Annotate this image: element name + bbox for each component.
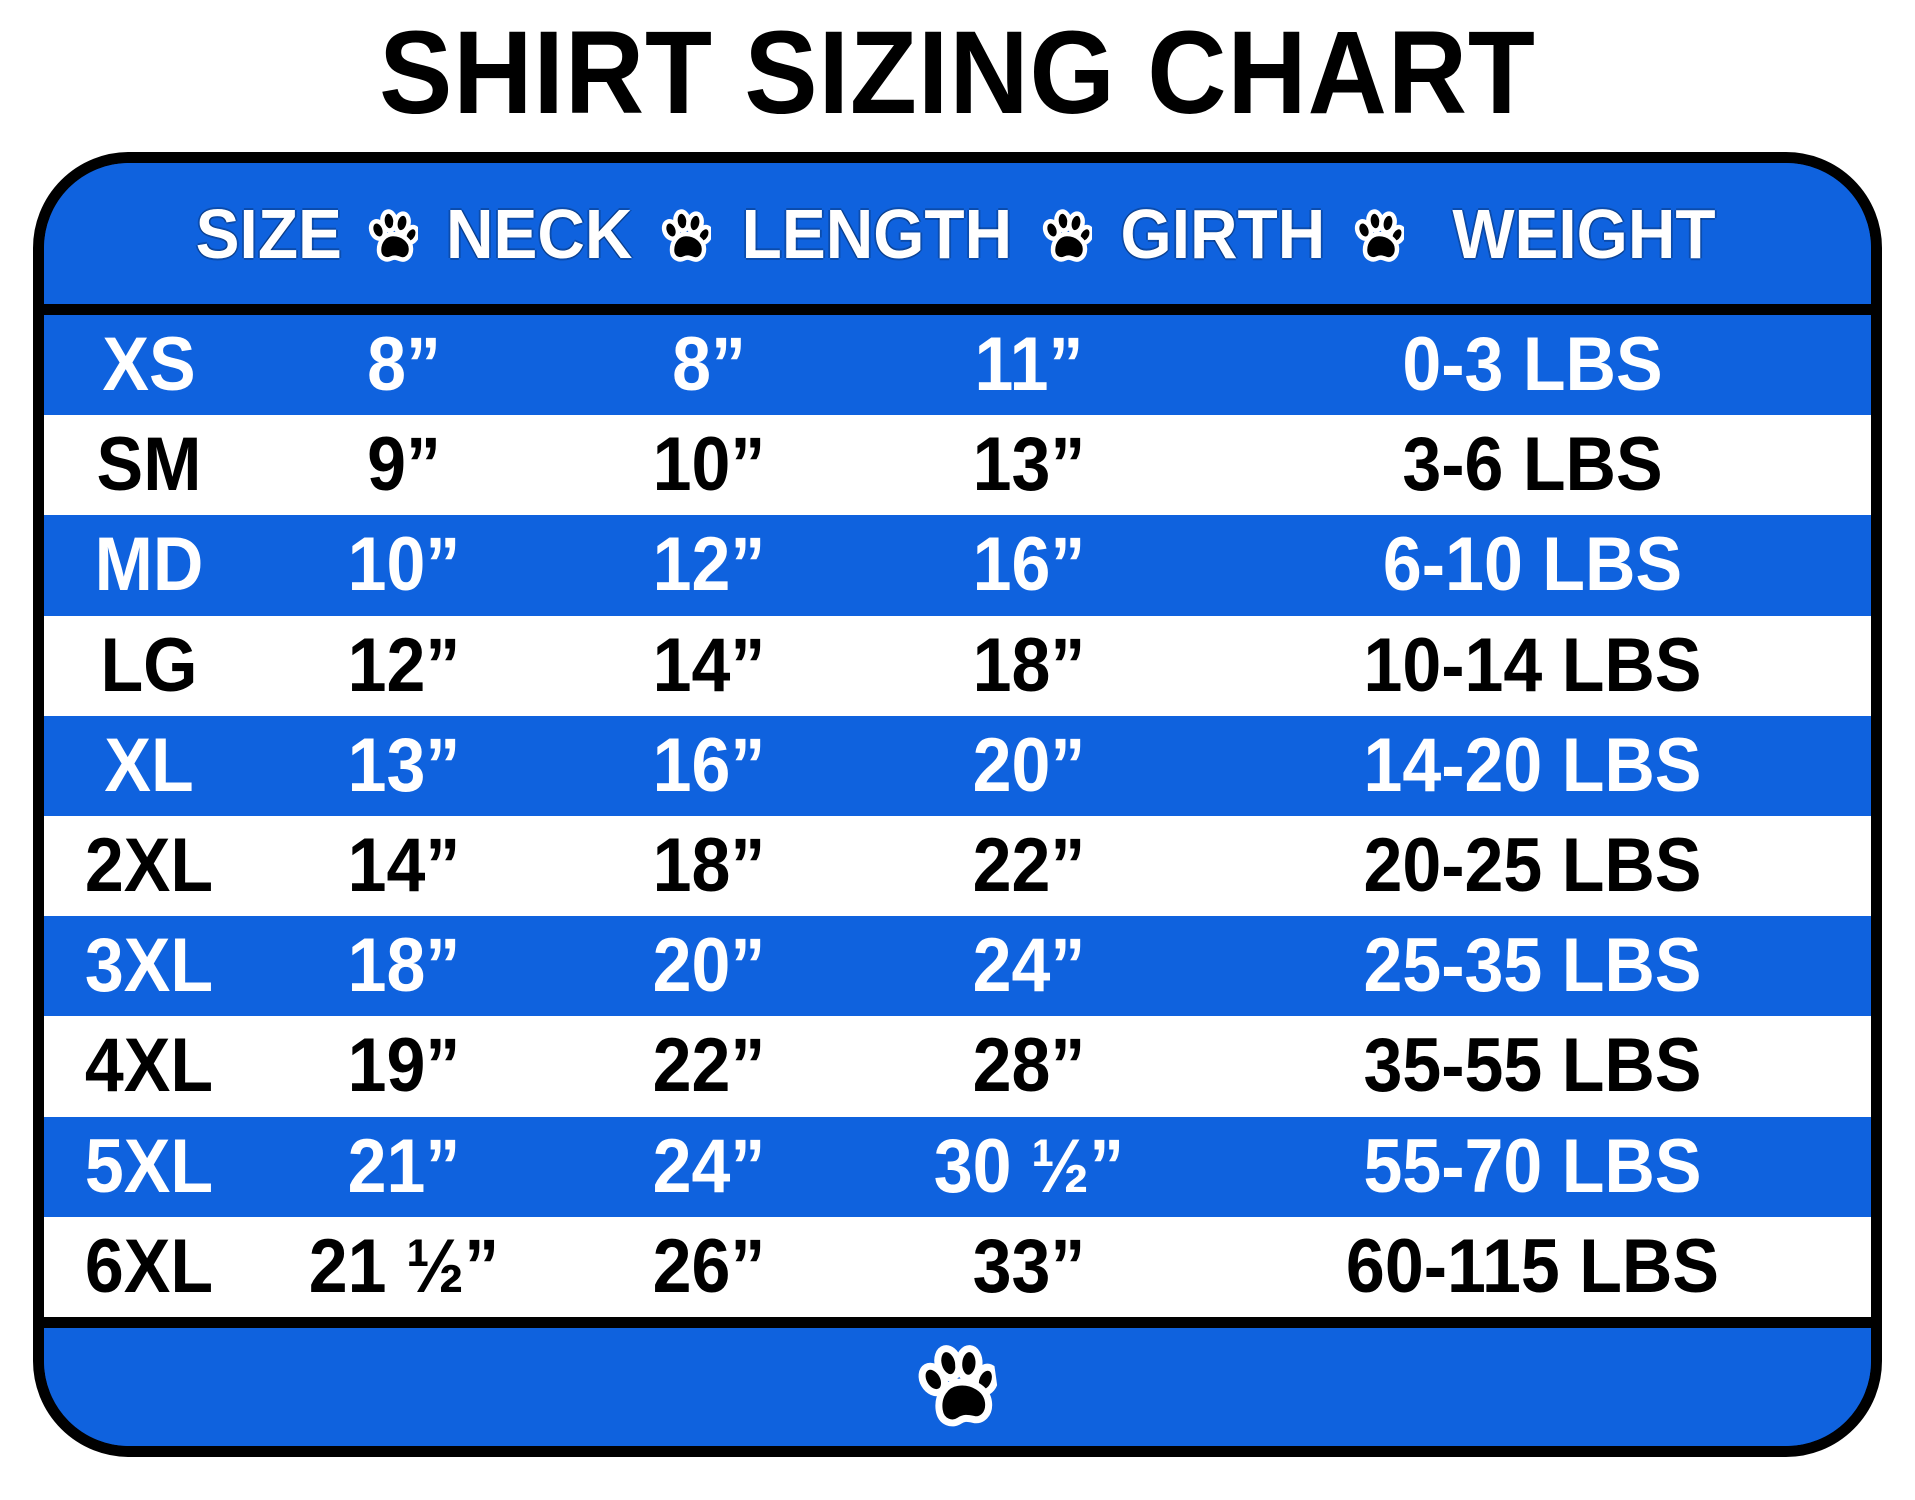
cell-size: MD <box>94 522 204 608</box>
cell-size: XS <box>102 322 196 408</box>
cell-girth: 30 ½” <box>933 1123 1125 1209</box>
cell-length: 16” <box>652 722 766 808</box>
cell-size: 5XL <box>84 1123 214 1209</box>
cell-girth: 11” <box>974 322 1084 408</box>
cell-size: 2XL <box>84 823 214 909</box>
table-row: 6XL 21 ½” 26” 33” 60-115 LBS <box>44 1216 1871 1317</box>
cell-neck: 21 ½” <box>308 1223 500 1309</box>
cell-neck: 18” <box>347 923 461 1009</box>
table-row: 3XL 18” 20” 24” 25-35 LBS <box>44 916 1871 1017</box>
table-row: XL 13” 16” 20” 14-20 LBS <box>44 715 1871 816</box>
cell-length: 10” <box>652 422 766 508</box>
cell-girth: 13” <box>972 422 1086 508</box>
paw-print-icon <box>661 208 711 265</box>
paw-print-icon <box>913 1337 1003 1437</box>
cell-girth: 20” <box>972 722 1086 808</box>
page-title: SHIRT SIZING CHART <box>379 7 1536 139</box>
cell-girth: 33” <box>972 1223 1086 1309</box>
cell-length: 26” <box>652 1223 766 1309</box>
cell-weight: 14-20 LBS <box>1363 722 1702 808</box>
cell-size: SM <box>96 422 202 508</box>
cell-length: 8” <box>672 322 746 408</box>
cell-size: 6XL <box>84 1223 214 1309</box>
sizing-chart-card: SIZE NECK <box>33 152 1882 1457</box>
cell-girth: 22” <box>972 823 1086 909</box>
cell-neck: 14” <box>347 823 461 909</box>
cell-neck: 9” <box>367 422 441 508</box>
column-header-neck: NECK <box>446 194 633 273</box>
cell-weight: 35-55 LBS <box>1363 1023 1702 1109</box>
cell-girth: 24” <box>972 923 1086 1009</box>
cell-weight: 20-25 LBS <box>1363 823 1702 909</box>
cell-neck: 13” <box>347 722 461 808</box>
cell-weight: 55-70 LBS <box>1363 1123 1702 1209</box>
cell-neck: 12” <box>347 622 461 708</box>
cell-size: XL <box>104 722 194 808</box>
paw-print-icon <box>368 208 419 265</box>
cell-weight: 0-3 LBS <box>1402 322 1663 408</box>
cell-girth: 16” <box>972 522 1086 608</box>
column-header-length: LENGTH <box>741 194 1012 273</box>
cell-size: 3XL <box>84 923 214 1009</box>
table-row: LG 12” 14” 18” 10-14 LBS <box>44 615 1871 716</box>
paw-print-icon <box>1354 208 1405 265</box>
table-row: 4XL 19” 22” 28” 35-55 LBS <box>44 1016 1871 1117</box>
cell-neck: 8” <box>367 322 441 408</box>
cell-neck: 10” <box>347 522 461 608</box>
cell-girth: 18” <box>972 622 1086 708</box>
cell-weight: 25-35 LBS <box>1363 923 1702 1009</box>
column-header-girth: GIRTH <box>1121 194 1326 273</box>
table-row: XS 8” 8” 11” 0-3 LBS <box>44 315 1871 416</box>
cell-weight: 10-14 LBS <box>1363 622 1702 708</box>
cell-length: 18” <box>652 823 766 909</box>
paw-print-icon <box>1042 208 1093 265</box>
cell-length: 12” <box>652 522 766 608</box>
cell-size: 4XL <box>84 1023 214 1109</box>
cell-length: 14” <box>652 622 766 708</box>
cell-length: 22” <box>652 1023 766 1109</box>
cell-weight: 3-6 LBS <box>1402 422 1663 508</box>
table-row: 2XL 14” 18” 22” 20-25 LBS <box>44 815 1871 917</box>
cell-weight: 60-115 LBS <box>1345 1223 1720 1309</box>
cell-size: LG <box>100 622 198 708</box>
cell-neck: 21” <box>347 1123 461 1209</box>
cell-weight: 6-10 LBS <box>1382 522 1683 608</box>
table-body: XS 8” 8” 11” 0-3 LBS SM 9” 10” 13” 3-6 L… <box>44 315 1871 1317</box>
cell-length: 24” <box>652 1123 766 1209</box>
table-row: SM 9” 10” 13” 3-6 LBS <box>44 415 1871 516</box>
cell-length: 20” <box>652 923 766 1009</box>
table-row: MD 10” 12” 16” 6-10 LBS <box>44 515 1871 616</box>
column-header-weight: WEIGHT <box>1452 194 1716 273</box>
cell-girth: 28” <box>972 1023 1086 1109</box>
column-header-size: SIZE <box>195 194 342 273</box>
table-header-row: SIZE NECK <box>44 163 1871 315</box>
table-row: 5XL 21” 24” 30 ½” 55-70 LBS <box>44 1116 1871 1217</box>
cell-neck: 19” <box>347 1023 461 1109</box>
table-footer-band <box>44 1317 1871 1446</box>
